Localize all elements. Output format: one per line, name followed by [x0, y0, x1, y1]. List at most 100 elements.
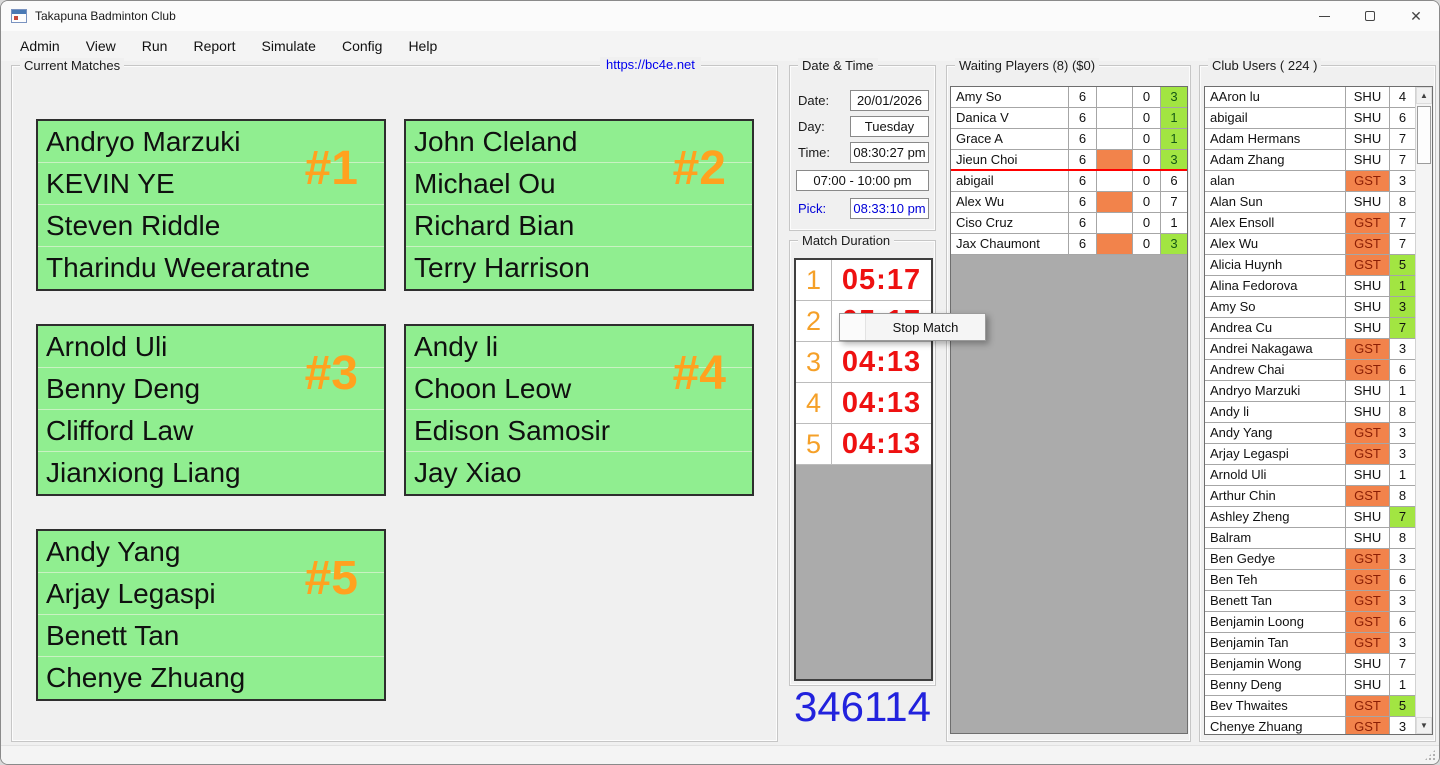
club-user-row[interactable]: Alan Sun SHU 8 — [1205, 192, 1415, 213]
time-field[interactable]: 08:30:27 pm — [850, 142, 929, 163]
club-user-name: Benny Deng — [1205, 675, 1346, 695]
club-user-name: Benjamin Tan — [1205, 633, 1346, 653]
club-user-row[interactable]: Bev Thwaites GST 5 — [1205, 696, 1415, 717]
club-user-row[interactable]: Arnold Uli SHU 1 — [1205, 465, 1415, 486]
club-user-row[interactable]: Andryo Marzuki SHU 1 — [1205, 381, 1415, 402]
waiting-player-level: 3 — [1161, 87, 1187, 107]
club-user-row[interactable]: Ashley Zheng SHU 7 — [1205, 507, 1415, 528]
waiting-player-row[interactable]: Amy So 6 0 3 — [951, 87, 1187, 108]
club-user-row[interactable]: Adam Zhang SHU 7 — [1205, 150, 1415, 171]
match-player-name: Steven Riddle — [38, 205, 384, 247]
match-player-name: Tharindu Weeraratne — [46, 252, 311, 283]
club-user-row[interactable]: Andy Yang GST 3 — [1205, 423, 1415, 444]
club-user-type: GST — [1346, 696, 1390, 716]
menu-item-simulate[interactable]: Simulate — [261, 38, 316, 54]
scroll-up-button[interactable]: ▲ — [1416, 87, 1432, 104]
club-user-row[interactable]: alan GST 3 — [1205, 171, 1415, 192]
club-user-name: Alan Sun — [1205, 192, 1346, 212]
minimize-button[interactable] — [1301, 1, 1347, 31]
club-user-type: SHU — [1346, 465, 1390, 485]
scroll-thumb[interactable] — [1417, 106, 1431, 164]
club-user-row[interactable]: Benjamin Tan GST 3 — [1205, 633, 1415, 654]
close-button[interactable]: ✕ — [1393, 1, 1439, 31]
club-user-type: GST — [1346, 339, 1390, 359]
bc4e-link[interactable]: https://bc4e.net — [600, 57, 701, 72]
menu-item-view[interactable]: View — [85, 38, 116, 54]
duration-row[interactable]: 5 04:13 — [796, 424, 931, 465]
club-user-row[interactable]: Benny Deng SHU 1 — [1205, 675, 1415, 696]
club-user-type: SHU — [1346, 150, 1390, 170]
club-user-type: SHU — [1346, 528, 1390, 548]
club-user-name: AAron lu — [1205, 87, 1346, 107]
waiting-player-row[interactable]: Alex Wu 6 0 7 — [951, 192, 1187, 213]
club-user-row[interactable]: Benett Tan GST 3 — [1205, 591, 1415, 612]
club-user-row[interactable]: Adam Hermans SHU 7 — [1205, 129, 1415, 150]
club-user-row[interactable]: Andrei Nakagawa GST 3 — [1205, 339, 1415, 360]
pick-field[interactable]: 08:33:10 pm — [850, 198, 929, 219]
maximize-button[interactable] — [1347, 1, 1393, 31]
resize-grip[interactable] — [1424, 749, 1436, 761]
court-number-label: #4 — [672, 347, 726, 400]
club-user-row[interactable]: Alex Wu GST 7 — [1205, 234, 1415, 255]
club-user-row[interactable]: Arjay Legaspi GST 3 — [1205, 444, 1415, 465]
menu-item-config[interactable]: Config — [341, 38, 383, 54]
duration-row[interactable]: 4 04:13 — [796, 383, 931, 424]
waiting-players-title: Waiting Players (8) ($0) — [955, 58, 1100, 73]
match-card[interactable]: #3 Arnold Uli Benny Deng Clifford Law Jianxi… — [36, 324, 386, 496]
club-user-row[interactable]: Alina Fedorova SHU 1 — [1205, 276, 1415, 297]
match-card[interactable]: #2 John Cleland Michael Ou Richard Bian Terr… — [404, 119, 754, 291]
datetime-panel: Date & Time Date: 20/01/2026 Day: Tuesda… — [789, 58, 936, 231]
match-card[interactable]: #4 Andy li Choon Leow Edison Samosir Jay Xia… — [404, 324, 754, 496]
menu-item-help[interactable]: Help — [408, 38, 438, 54]
club-user-row[interactable]: Andrew Chai GST 6 — [1205, 360, 1415, 381]
club-user-name: Chenye Zhuang — [1205, 717, 1346, 734]
waiting-player-level: 7 — [1170, 194, 1178, 209]
stop-match-menu-item[interactable]: Stop Match — [892, 319, 959, 335]
maximize-icon — [1365, 11, 1375, 21]
club-user-row[interactable]: Alicia Huynh GST 5 — [1205, 255, 1415, 276]
duration-row[interactable]: 1 05:17 — [796, 260, 931, 301]
waiting-player-row[interactable]: Ciso Cruz 6 0 1 — [951, 213, 1187, 234]
waiting-player-row[interactable]: Jax Chaumont 6 0 3 — [951, 234, 1187, 255]
waiting-player-name: Ciso Cruz — [951, 213, 1069, 233]
club-user-count: 6 — [1398, 614, 1407, 629]
club-user-row[interactable]: Balram SHU 8 — [1205, 528, 1415, 549]
club-user-row[interactable]: Andy li SHU 8 — [1205, 402, 1415, 423]
scroll-down-button[interactable]: ▼ — [1416, 717, 1432, 734]
menu-item-admin[interactable]: Admin — [20, 38, 60, 54]
court-number-label: #3 — [304, 347, 358, 400]
match-card[interactable]: #5 Andy Yang Arjay Legaspi Benett Tan Chenye… — [36, 529, 386, 701]
club-user-name: Bev Thwaites — [1205, 696, 1346, 716]
match-card[interactable]: #1 Andryo Marzuki KEVIN YE Steven Riddle Tha… — [36, 119, 386, 291]
day-field[interactable]: Tuesday — [850, 116, 929, 137]
duration-court-number: 1 — [796, 260, 832, 300]
club-user-row[interactable]: AAron lu SHU 4 — [1205, 87, 1415, 108]
club-user-row[interactable]: Ben Gedye GST 3 — [1205, 549, 1415, 570]
club-users-scrollbar[interactable]: ▲ ▼ — [1415, 87, 1432, 734]
date-field[interactable]: 20/01/2026 — [850, 90, 929, 111]
duration-row[interactable]: 3 04:13 — [796, 342, 931, 383]
session-field[interactable]: 07:00 - 10:00 pm — [796, 170, 929, 191]
menu-item-report[interactable]: Report — [193, 38, 236, 54]
club-user-row[interactable]: Amy So SHU 3 — [1205, 297, 1415, 318]
club-user-row[interactable]: Ben Teh GST 6 — [1205, 570, 1415, 591]
club-user-row[interactable]: Chenye Zhuang GST 3 — [1205, 717, 1415, 734]
club-user-row[interactable]: abigail SHU 6 — [1205, 108, 1415, 129]
pick-counter: 346114 — [793, 683, 932, 730]
menu-item-run[interactable]: Run — [141, 38, 168, 54]
club-user-row[interactable]: Andrea Cu SHU 7 — [1205, 318, 1415, 339]
window-controls: ✕ — [1301, 1, 1439, 31]
club-user-row[interactable]: Benjamin Wong SHU 7 — [1205, 654, 1415, 675]
waiting-players-panel: Waiting Players (8) ($0) Amy So 6 0 3 Danica… — [946, 58, 1191, 742]
waiting-player-row[interactable]: abigail 6 0 6 — [951, 171, 1187, 192]
club-user-row[interactable]: Arthur Chin GST 8 — [1205, 486, 1415, 507]
club-user-type: SHU — [1346, 129, 1390, 149]
club-user-name: Adam Zhang — [1205, 150, 1346, 170]
club-user-count: 3 — [1398, 593, 1407, 608]
club-user-row[interactable]: Benjamin Loong GST 6 — [1205, 612, 1415, 633]
club-user-row[interactable]: Alex Ensoll GST 7 — [1205, 213, 1415, 234]
waiting-player-row[interactable]: Jieun Choi 6 0 3 — [951, 150, 1187, 171]
down-arrow-icon: ▼ — [1420, 721, 1428, 730]
